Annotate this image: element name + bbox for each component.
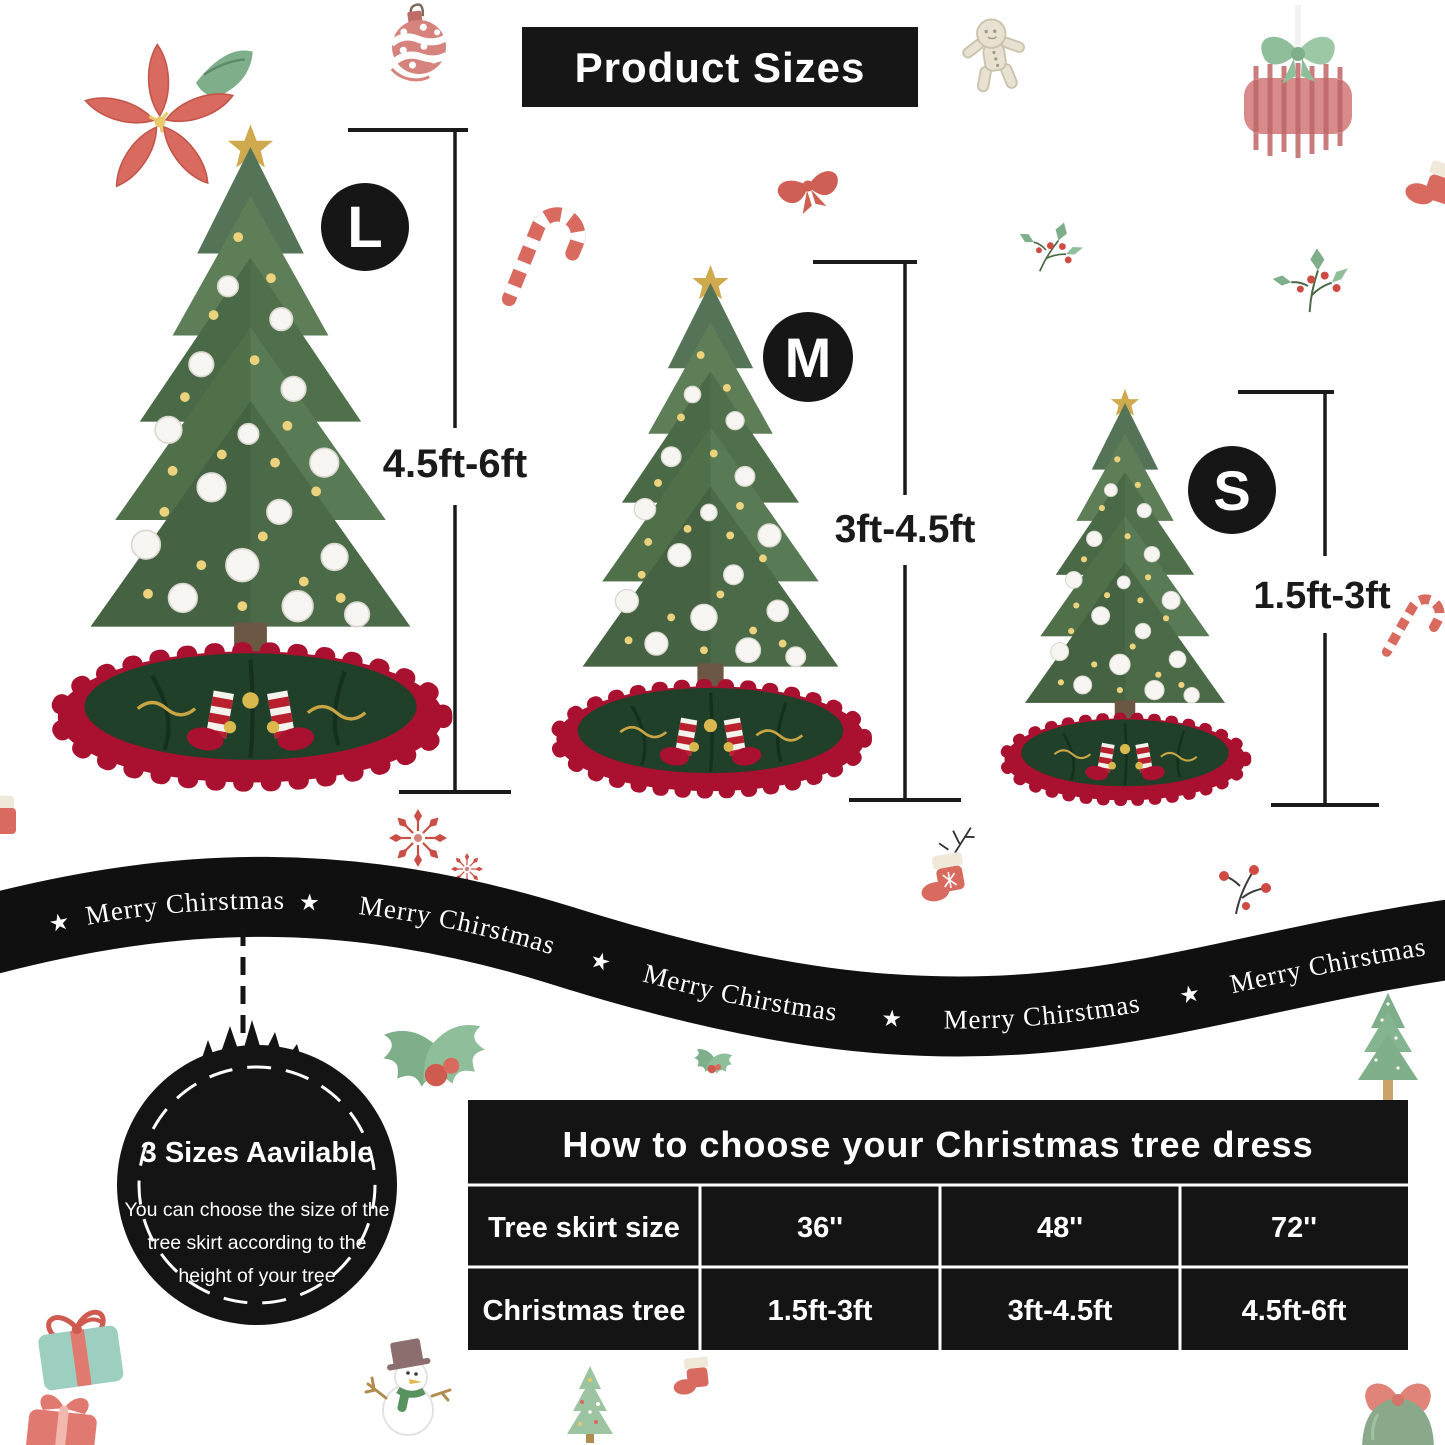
ribbon-star: ★ (47, 908, 72, 937)
small-tree-icon (567, 1366, 613, 1443)
svg-text:★: ★ (881, 1006, 903, 1032)
gift-box-mint-icon (35, 1309, 124, 1391)
badge-body-line1: You can choose the size of the (125, 1199, 390, 1221)
svg-text:★: ★ (47, 908, 72, 937)
badge-body-line3: height of your tree (178, 1265, 335, 1287)
pine-tree-icon (1358, 993, 1418, 1100)
measurement-bracket-large (348, 128, 511, 794)
svg-text:★: ★ (298, 890, 320, 916)
table-row1-label: Tree skirt size (488, 1212, 680, 1244)
size-letter-S: S (1213, 459, 1250, 522)
table-row2-label: Christmas tree (482, 1295, 685, 1327)
gingerbread-man-icon (956, 14, 1033, 97)
stocking-edge-icon (0, 796, 16, 834)
size-letter-M: M (785, 326, 832, 389)
ribbon-star: ★ (298, 890, 320, 916)
snowman-icon (366, 1337, 450, 1435)
sizes-available-badge: 3 Sizes Aavilable You can choose the siz… (117, 928, 397, 1325)
merry-christmas-ribbon: ★ Merry Chirstmas ★ Merry Chirstmas ★ Me… (0, 885, 1445, 1035)
table-row2-col1: 1.5ft-3ft (768, 1295, 873, 1327)
gift-box-coral-icon (24, 1392, 100, 1445)
candy-cane-small-icon (1387, 594, 1445, 666)
ribbon-star: ★ (1177, 980, 1202, 1009)
red-bow-icon (775, 168, 845, 219)
christmas-tree-small (1005, 389, 1246, 800)
snowflake-icon (389, 809, 447, 867)
height-range-large: 4.5ft-6ft (383, 442, 527, 486)
holly-berry-icon (1012, 213, 1089, 280)
table-row1-col2: 48'' (1037, 1212, 1083, 1244)
title-banner: Product Sizes (522, 27, 918, 107)
mistletoe-sprig-icon (1268, 243, 1355, 318)
svg-text:★: ★ (1177, 980, 1202, 1009)
stocking-small-icon (670, 1356, 712, 1396)
holly-large-icon (373, 1011, 496, 1103)
table-row2-col3: 4.5ft-6ft (1242, 1295, 1347, 1327)
ribbon-star: ★ (881, 1006, 903, 1032)
page-title: Product Sizes (575, 44, 866, 91)
size-badge-S: S (1188, 446, 1276, 534)
measurement-bracket-small (1238, 390, 1379, 807)
stocking-icon (1402, 154, 1445, 214)
size-letter-L: L (347, 195, 382, 260)
height-range-small: 1.5ft-3ft (1253, 575, 1391, 617)
stocking-snowflake-icon (915, 827, 975, 904)
height-range-medium: 3ft-4.5ft (835, 508, 976, 551)
bow-basket-ornament-icon (1244, 5, 1352, 158)
holly-small-icon (688, 1043, 737, 1081)
berry-sprig-icon (1218, 864, 1272, 915)
measurement-bracket-medium (813, 260, 961, 802)
size-badge-M: M (763, 312, 853, 402)
table-row1-col1: 36'' (797, 1212, 843, 1244)
badge-body-line2: tree skirt according to the (148, 1232, 367, 1254)
bell-icon (1360, 1382, 1436, 1445)
badge-title: 3 Sizes Aavilable (141, 1137, 374, 1169)
table-row1-col3: 72'' (1271, 1212, 1317, 1244)
table-row2-col2: 3ft-4.5ft (1008, 1295, 1113, 1327)
size-table: How to choose your Christmas tree dress … (468, 1100, 1408, 1350)
size-badge-L: L (321, 183, 409, 271)
table-title: How to choose your Christmas tree dress (562, 1124, 1313, 1165)
candy-cane-icon (509, 208, 584, 314)
ornament-ball-icon (383, 1, 450, 83)
